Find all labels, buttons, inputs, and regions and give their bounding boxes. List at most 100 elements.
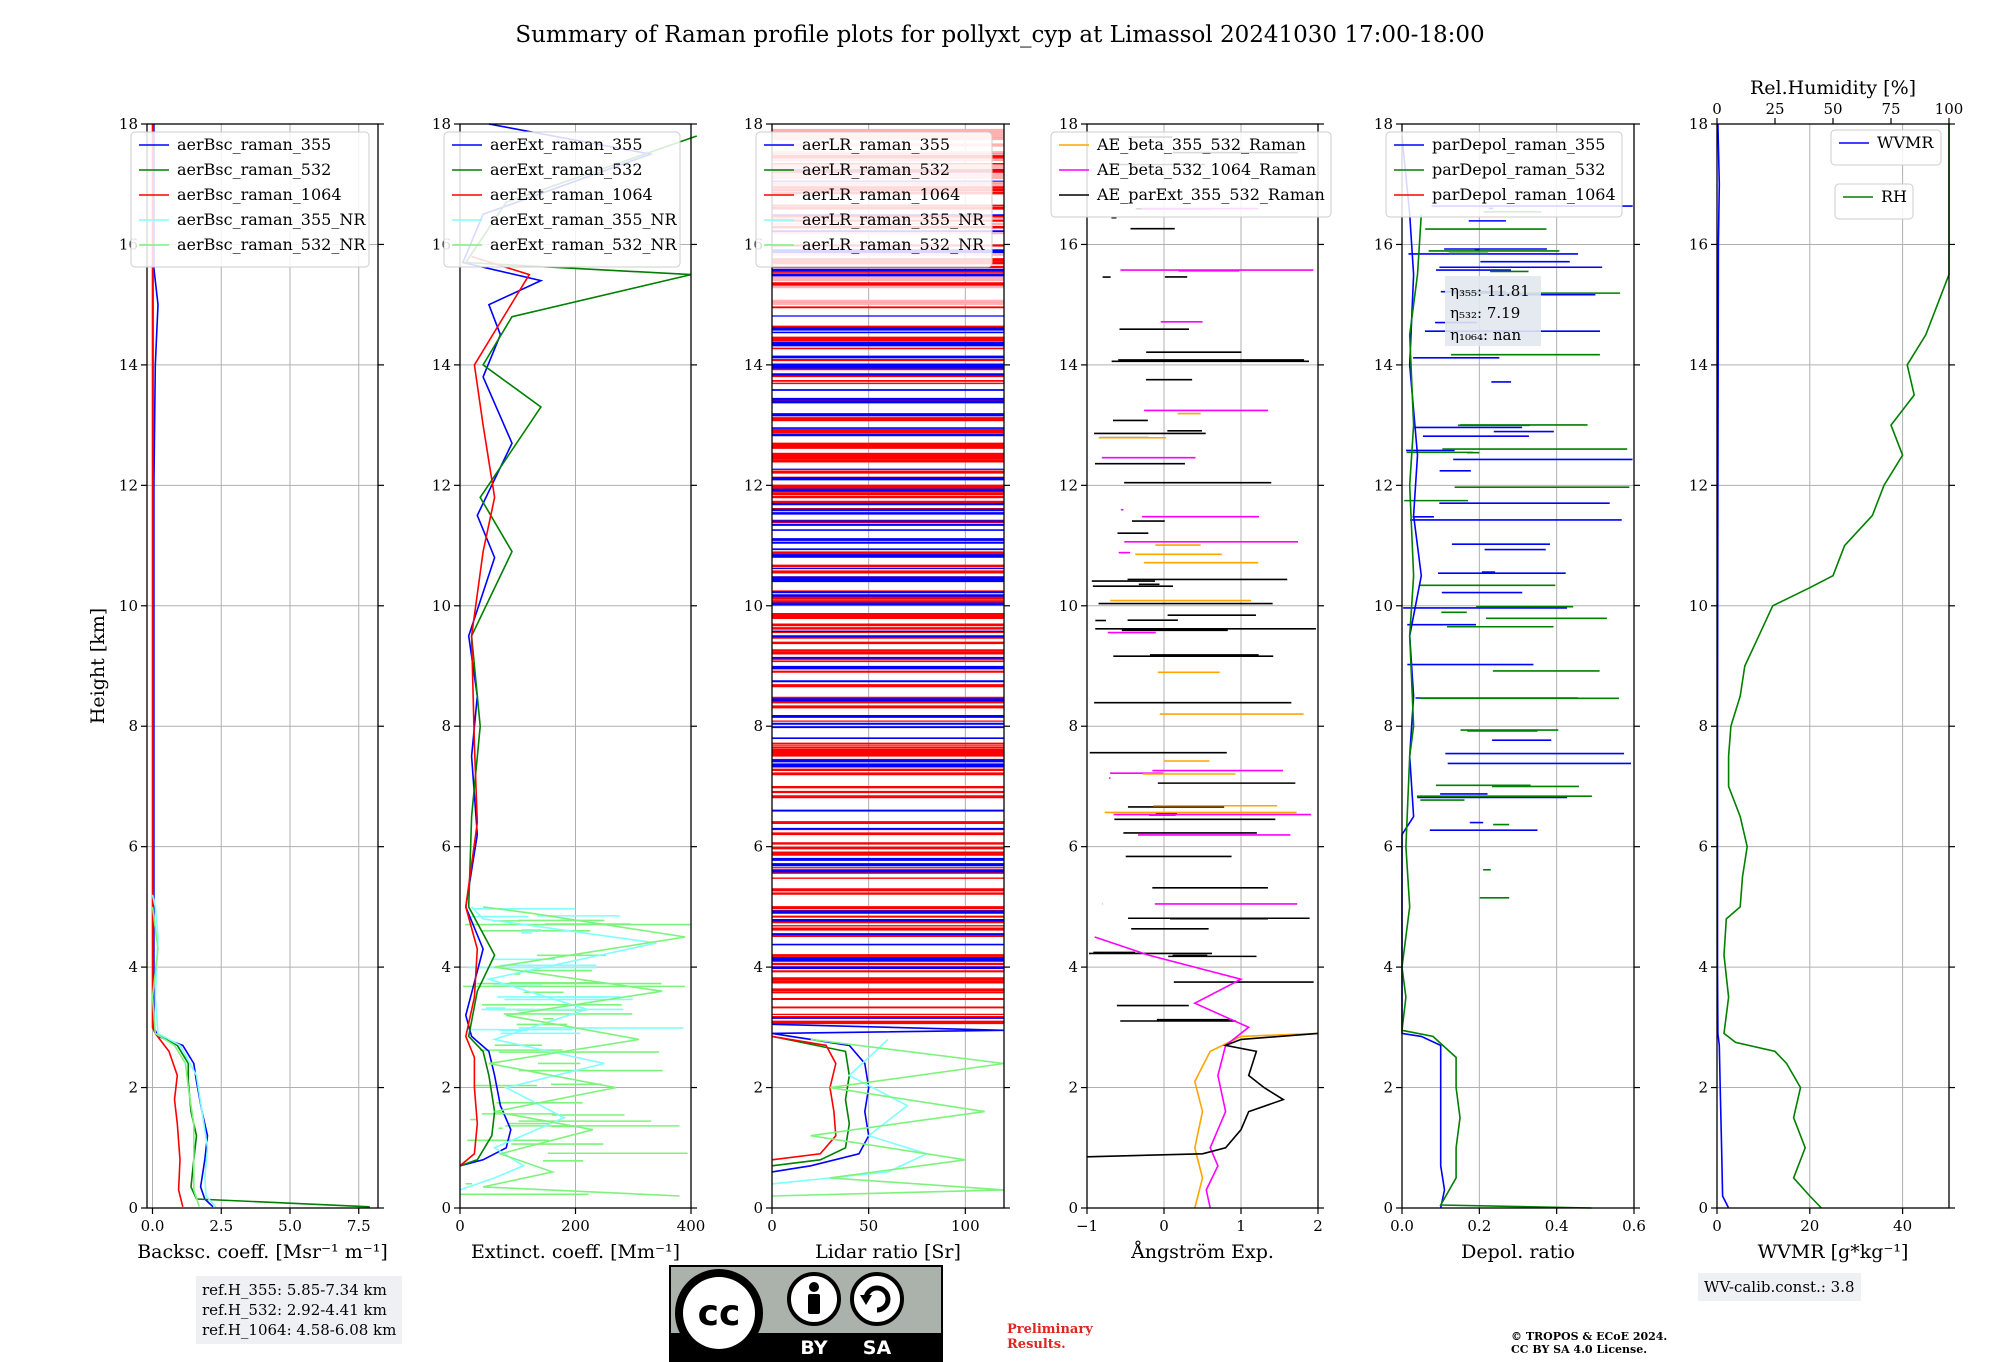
series-line-AE_parExt_355_532_Raman — [1086, 1032, 1319, 1158]
y-tick-label: 18 — [1059, 115, 1078, 133]
x-axis-label: Depol. ratio — [1461, 1241, 1575, 1263]
axes-frame — [146, 123, 379, 1209]
series-line-AE_beta_355_532_Raman — [1193, 1032, 1319, 1209]
y-tick-label: 12 — [1059, 476, 1078, 494]
y-tick-label: 8 — [1383, 717, 1393, 735]
y-tick-label: 0 — [441, 1199, 451, 1217]
by-label: BY — [800, 1337, 827, 1359]
x2-tick-label: 0 — [1712, 100, 1722, 118]
y-tick-label: 4 — [753, 958, 763, 976]
series-line-aerLR_raman_1064 — [771, 1035, 837, 1161]
x-axis-label: Backsc. coeff. [Msr⁻¹ m⁻¹] — [137, 1241, 388, 1263]
legend-frame — [1834, 183, 1914, 220]
y-tick-label: 18 — [432, 115, 451, 133]
x-tick-label: 0.2 — [1467, 1217, 1491, 1235]
y-tick-label: 16 — [1689, 235, 1708, 253]
eta-annotation: η₃₅₅: 11.81 η₅₃₂: 7.19 η₁₀₆₄: nan — [1445, 276, 1541, 346]
x2-tick-label: 75 — [1881, 100, 1900, 118]
eta-value: η₃₅₅: 11.81 — [1450, 282, 1530, 300]
y-tick-label: 10 — [432, 597, 451, 615]
ref-height-532: ref.H_532: 2.92-4.41 km — [202, 1301, 387, 1319]
legend: aerLR_raman_355 aerLR_raman_532 aerLR_rama… — [755, 131, 993, 268]
series-line-aerLR_raman_355 — [771, 1023, 1005, 1173]
legend-label: AE_parExt_355_532_Raman — [1096, 185, 1325, 204]
sa-label: SA — [863, 1337, 892, 1359]
legend: WVMR — [1830, 129, 1942, 166]
y-tick-label: 16 — [1374, 235, 1393, 253]
ref-height-box: ref.H_355: 5.85-7.34 km ref.H_532: 2.92-… — [196, 1276, 403, 1344]
axes-frame — [1086, 123, 1319, 1209]
y-tick-label: 18 — [1374, 115, 1393, 133]
x-tick-label: 20 — [1800, 1217, 1819, 1235]
y-tick-label: 0 — [128, 1199, 138, 1217]
x-tick-label: 7.5 — [347, 1217, 371, 1235]
ref-height-355: ref.H_355: 5.85-7.34 km — [202, 1281, 387, 1299]
legend-label: parDepol_raman_355 — [1432, 135, 1605, 154]
y-tick-label: 14 — [1059, 356, 1078, 374]
y-tick-label: 18 — [1689, 115, 1708, 133]
x-tick-label: 5.0 — [278, 1217, 302, 1235]
x-tick-label: 50 — [859, 1217, 878, 1235]
y-tick-label: 12 — [744, 476, 763, 494]
legend-frame — [1830, 129, 1942, 166]
legend-label: aerBsc_raman_1064 — [177, 185, 342, 204]
legend-label: aerBsc_raman_532 — [177, 160, 331, 179]
legend-label: aerLR_raman_1064 — [802, 185, 960, 204]
y-tick-label: 0 — [753, 1199, 763, 1217]
y-tick-label: 18 — [119, 115, 138, 133]
y-tick-label: 10 — [744, 597, 763, 615]
y-tick-label: 0 — [1383, 1199, 1393, 1217]
legend-label: aerLR_raman_532_NR — [802, 235, 985, 254]
y-tick-label: 4 — [1068, 958, 1078, 976]
legend-label: aerBsc_raman_355 — [177, 135, 331, 154]
legend-label: aerBsc_raman_532_NR — [177, 235, 366, 254]
legend-frame — [130, 131, 370, 268]
y-tick-label: 8 — [441, 717, 451, 735]
x-axis-label: Ångström Exp. — [1130, 1241, 1274, 1263]
y-tick-label: 6 — [1383, 838, 1393, 856]
series-line-parDepol_raman_355 — [1401, 135, 1446, 1209]
y-tick-label: 8 — [128, 717, 138, 735]
y-tick-label: 10 — [1689, 597, 1708, 615]
x-tick-label: 0.0 — [1390, 1217, 1414, 1235]
x-tick-label: 0 — [767, 1217, 777, 1235]
x2-tick-label: 50 — [1823, 100, 1842, 118]
y-tick-label: 8 — [1068, 717, 1078, 735]
legend-label: aerExt_raman_355_NR — [490, 210, 678, 229]
by-icon-body — [808, 1294, 820, 1314]
x-tick-label: −1 — [1076, 1217, 1098, 1235]
legend-label: aerLR_raman_532 — [802, 160, 950, 179]
y-tick-label: 12 — [1689, 476, 1708, 494]
eta-value: η₅₃₂: 7.19 — [1450, 304, 1520, 322]
y-tick-label: 8 — [1698, 717, 1708, 735]
cc-letters: cc — [698, 1293, 741, 1334]
panel-wv: 0 20 40 0 2 4 6 8 10 12 14 16 18 WVMR [g*kg⁻¹] 0 25 50 75… — [1689, 77, 1963, 1263]
x-tick-label: 2.5 — [209, 1217, 233, 1235]
y-tick-label: 0 — [1068, 1199, 1078, 1217]
legend: parDepol_raman_355 parDepol_raman_532 parD… — [1385, 131, 1623, 218]
y-tick-label: 12 — [119, 476, 138, 494]
series-line-aerBsc_raman_532 — [152, 124, 370, 1208]
y-tick-label: 8 — [753, 717, 763, 735]
x-tick-label: 0.0 — [141, 1217, 165, 1235]
x-tick-label: 2 — [1313, 1217, 1323, 1235]
series-line-WVMR — [1716, 123, 1730, 1209]
wv-calib-box: WV-calib.const.: 3.8 — [1698, 1273, 1861, 1301]
eta-box — [1445, 276, 1541, 346]
y-tick-label: 4 — [1698, 958, 1708, 976]
y-tick-label: 10 — [119, 597, 138, 615]
legend-label: parDepol_raman_1064 — [1432, 185, 1616, 204]
y-tick-label: 18 — [744, 115, 763, 133]
y-tick-label: 4 — [441, 958, 451, 976]
legend-frame — [1050, 131, 1332, 218]
y-tick-label: 12 — [432, 476, 451, 494]
x-tick-label: 40 — [1893, 1217, 1912, 1235]
legend: aerBsc_raman_355 aerBsc_raman_532 aerBsc_r… — [130, 131, 370, 268]
y-tick-label: 4 — [128, 958, 138, 976]
x2-axis-label: Rel.Humidity [%] — [1750, 77, 1916, 99]
cc-circle-inner — [683, 1277, 755, 1349]
copyright-note: © TROPOS & ECoE 2024. CC BY SA 4.0 Licen… — [1511, 1330, 1668, 1356]
legend-label: aerBsc_raman_355_NR — [177, 210, 366, 229]
